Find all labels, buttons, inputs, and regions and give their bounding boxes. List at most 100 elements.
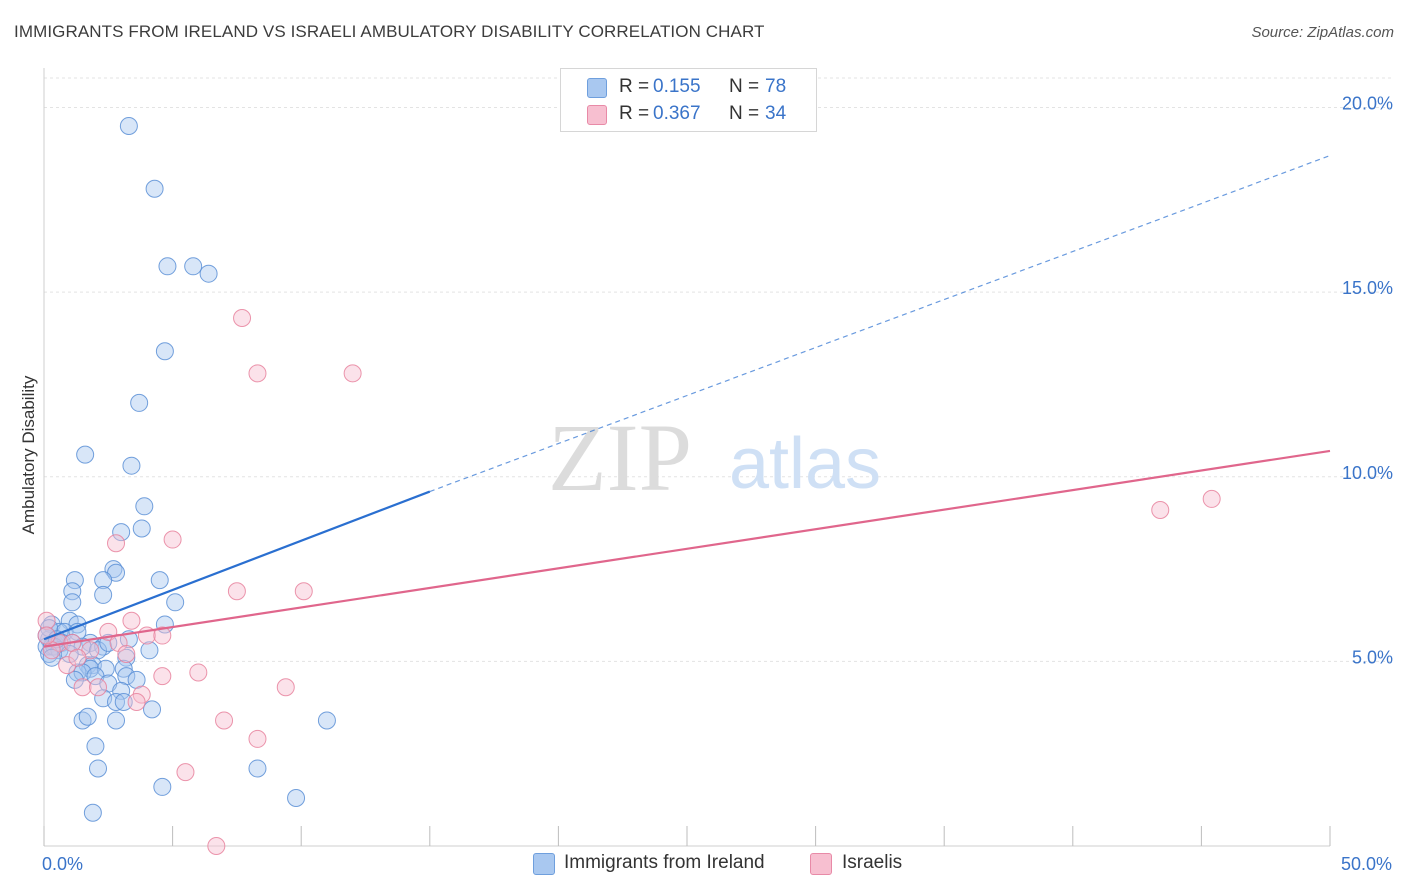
x-tick-label: 50.0% [1341,854,1392,874]
data-point [132,519,151,538]
data-point [153,626,172,645]
data-point [317,711,336,730]
bottom-legend-label-israelis: Israelis [842,852,903,873]
data-point [343,364,362,383]
data-point [135,497,154,516]
x-tick-label: 0.0% [42,854,83,874]
data-point [94,585,113,604]
bottom-legend: Immigrants from Ireland Israelis [0,850,1406,880]
data-point [107,693,126,711]
chart-title: IMMIGRANTS FROM IRELAND VS ISRAELI AMBUL… [14,22,765,41]
data-point [248,729,267,748]
data-point [153,667,172,686]
data-point [176,763,195,782]
legend-n-label: N = [729,76,760,97]
data-point [107,711,126,730]
data-point [89,678,108,697]
data-point [158,257,177,276]
data-point [112,523,131,542]
data-point [107,534,126,553]
data-point [78,707,97,726]
data-point [166,593,185,612]
legend-n-value: 34 [765,103,787,124]
data-point [130,393,149,412]
y-tick-label: 15.0% [1342,278,1393,298]
legend-row-ireland: R = 0.155 N = 78 [561,74,816,100]
data-point [233,309,252,327]
legend-r-value: 0.367 [653,103,701,124]
data-point [76,445,95,464]
data-point [143,700,162,719]
bottom-legend-label-ireland: Immigrants from Ireland [564,852,765,873]
legend-swatch-israelis [587,105,607,125]
series-0-points [37,117,336,822]
data-point [117,645,136,663]
data-point [215,711,234,730]
grid-lines [44,77,1392,662]
legend-r-label: R = [619,103,650,124]
data-point [94,571,113,590]
legend-swatch-ireland [587,78,607,98]
legend-r-value: 0.155 [653,76,701,97]
watermark-zip: ZIP [548,404,692,511]
data-point [96,659,115,678]
bottom-legend-swatch-israelis [810,853,832,875]
data-point [58,656,77,675]
data-point [42,648,61,667]
data-point [294,582,313,601]
data-point [207,837,226,855]
series-1-points [37,309,1221,855]
legend-box: R = 0.155 N = 78 R = 0.367 N = 34 [560,68,817,132]
data-point [63,593,82,612]
trend-lines [43,154,1331,648]
y-tick-label: 5.0% [1352,647,1393,667]
data-point [248,364,267,383]
data-point [112,681,131,700]
data-point [155,342,174,361]
data-point [122,456,141,475]
watermark-atlas: atlas [729,424,881,504]
data-point [287,789,306,807]
trend-line-1 [43,449,1331,648]
data-point [184,257,203,276]
data-point [119,117,138,135]
data-point [189,663,208,682]
watermark: ZIP atlas [548,404,881,511]
data-point [68,648,87,667]
data-point [37,611,56,630]
data-point [127,693,146,711]
data-point [150,571,169,590]
data-point [1202,489,1221,508]
trend-line-0 [43,490,431,641]
source-label: Source: ZipAtlas.com [1251,24,1394,41]
legend-n-label: N = [729,103,760,124]
data-point [1151,501,1170,519]
y-tick-label: 10.0% [1342,463,1393,483]
data-point [73,711,92,730]
legend-n-value: 78 [765,76,787,97]
data-point [114,659,133,678]
data-point [145,179,164,198]
data-point [122,611,141,630]
tick-labels: 5.0% 10.0% 15.0% 20.0% 0.0% 50.0% [42,94,1393,874]
data-point [65,670,84,689]
data-point [248,759,267,778]
axes [43,68,1331,847]
data-point [73,678,92,697]
y-axis-label: Ambulatory Disability [19,375,38,534]
legend-row-israelis: R = 0.367 N = 34 [561,101,816,127]
data-point [86,737,105,756]
trend-extension-0 [429,154,1331,493]
data-point [199,264,218,283]
data-point [163,530,182,549]
legend-r-label: R = [619,76,650,97]
data-point [89,759,108,778]
data-point [276,678,295,697]
y-tick-label: 20.0% [1342,94,1393,114]
data-point [83,803,102,822]
bottom-legend-swatch-ireland [533,853,555,875]
data-point [227,582,246,601]
data-point [65,571,84,590]
data-point [117,648,136,667]
